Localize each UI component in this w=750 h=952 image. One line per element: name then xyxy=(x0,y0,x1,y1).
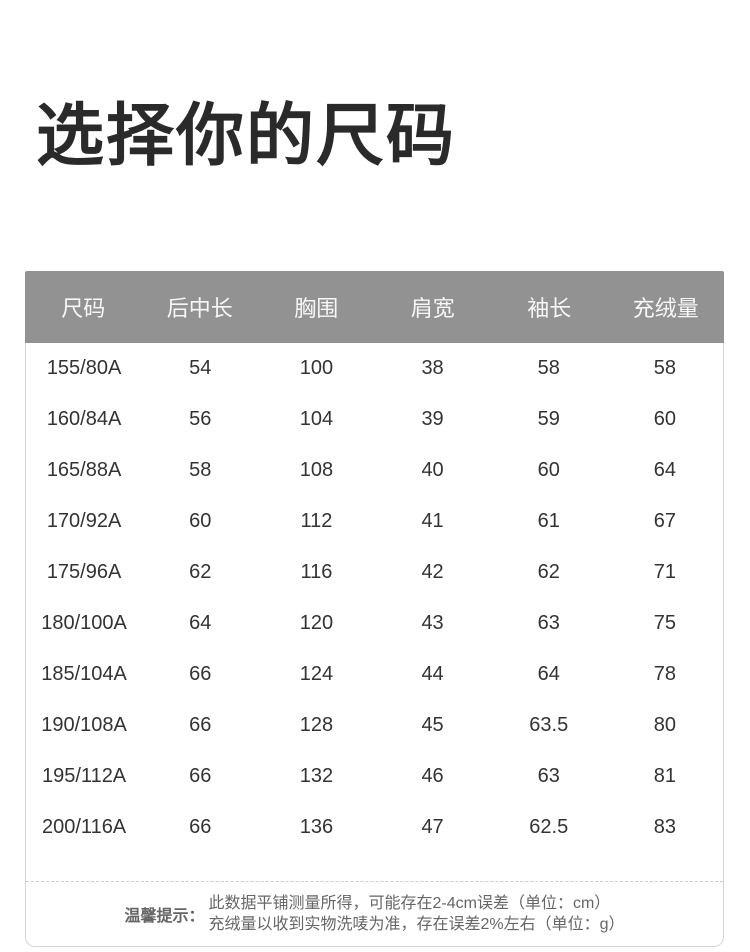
table-row: 185/104A 66 124 44 64 78 xyxy=(26,649,723,700)
cell-size: 185/104A xyxy=(41,663,127,685)
cell-down-fill: 83 xyxy=(653,816,677,838)
size-table-body: 155/80A 54 100 38 58 58 160/84A 56 104 3… xyxy=(26,343,723,881)
table-row: 165/88A 58 108 40 60 64 xyxy=(26,445,723,496)
column-header-chest: 胸围 xyxy=(294,296,339,321)
cell-shoulder: 40 xyxy=(421,459,444,481)
cell-down-fill: 80 xyxy=(653,714,677,736)
cell-shoulder: 38 xyxy=(421,357,444,379)
cell-down-fill: 60 xyxy=(653,408,677,430)
cell-chest: 112 xyxy=(300,510,333,532)
table-row: 175/96A 62 116 42 62 71 xyxy=(26,547,723,598)
cell-back: 56 xyxy=(189,408,212,430)
cell-chest: 132 xyxy=(299,765,334,787)
table-row: 160/84A 56 104 39 59 60 xyxy=(26,394,723,445)
cell-size: 190/108A xyxy=(41,714,127,736)
size-table-header-row: 尺码 后中长 胸围 肩宽 袖长 充绒量 xyxy=(25,271,724,343)
cell-shoulder: 42 xyxy=(421,561,444,583)
cell-sleeve: 64 xyxy=(537,663,560,685)
cell-down-fill: 71 xyxy=(653,561,677,583)
note-text: 此数据平铺测量所得，可能存在2-4cm误差（单位：cm） 充绒量以收到实物洗唛为… xyxy=(208,893,624,935)
cell-shoulder: 46 xyxy=(421,765,444,787)
cell-back: 62 xyxy=(189,561,212,583)
cell-sleeve: 63 xyxy=(537,765,560,787)
cell-chest: 128 xyxy=(299,714,334,736)
table-row: 155/80A 54 100 38 58 58 xyxy=(26,343,723,394)
column-header-down-fill: 充绒量 xyxy=(632,296,699,321)
cell-down-fill: 75 xyxy=(653,612,677,634)
cell-back: 60 xyxy=(189,510,212,532)
cell-shoulder: 39 xyxy=(421,408,444,430)
cell-back: 66 xyxy=(189,663,212,685)
cell-sleeve: 63.5 xyxy=(529,714,569,736)
table-row: 190/108A 66 128 45 63.5 80 xyxy=(26,700,723,751)
cell-sleeve: 63 xyxy=(537,612,560,634)
cell-size: 200/116A xyxy=(42,816,127,838)
cell-chest: 100 xyxy=(299,357,334,379)
cell-chest: 108 xyxy=(299,459,334,481)
column-header-shoulder: 肩宽 xyxy=(410,296,455,321)
cell-sleeve: 62 xyxy=(537,561,560,583)
cell-size: 170/92A xyxy=(46,510,122,532)
cell-back: 66 xyxy=(189,765,212,787)
cell-sleeve: 61 xyxy=(537,510,560,532)
cell-sleeve: 60 xyxy=(537,459,560,481)
cell-back: 58 xyxy=(189,459,212,481)
cell-back: 64 xyxy=(189,612,212,634)
cell-shoulder: 43 xyxy=(421,612,444,634)
table-row: 195/112A 66 132 46 63 81 xyxy=(26,751,723,802)
cell-chest: 136 xyxy=(299,816,334,838)
cell-shoulder: 41 xyxy=(421,510,444,532)
cell-chest: 124 xyxy=(299,663,334,685)
cell-shoulder: 45 xyxy=(421,714,444,736)
note-line-1: 此数据平铺测量所得，可能存在2-4cm误差（单位：cm） xyxy=(208,895,611,912)
note-label: 温馨提示： xyxy=(124,908,205,925)
cell-size: 175/96A xyxy=(46,561,122,583)
cell-back: 54 xyxy=(189,357,212,379)
cell-chest: 116 xyxy=(300,561,333,583)
cell-down-fill: 81 xyxy=(653,765,677,787)
cell-back: 66 xyxy=(189,816,212,838)
cell-down-fill: 78 xyxy=(653,663,677,685)
cell-sleeve: 59 xyxy=(537,408,560,430)
cell-back: 66 xyxy=(189,714,212,736)
size-table: 尺码 后中长 胸围 肩宽 袖长 充绒量 155/80A 54 100 38 58… xyxy=(25,271,724,947)
cell-down-fill: 67 xyxy=(653,510,677,532)
note-line-2: 充绒量以收到实物洗唛为准，存在误差2%左右（单位：g） xyxy=(208,916,625,933)
table-row: 170/92A 60 112 41 61 67 xyxy=(26,496,723,547)
page-title: 选择你的尺码 xyxy=(36,98,457,174)
measurement-note: 温馨提示： 此数据平铺测量所得，可能存在2-4cm误差（单位：cm） 充绒量以收… xyxy=(26,881,723,946)
cell-sleeve: 58 xyxy=(537,357,560,379)
column-header-size: 尺码 xyxy=(61,296,106,321)
cell-size: 155/80A xyxy=(46,357,122,379)
cell-size: 180/100A xyxy=(41,612,127,634)
column-header-back-length: 后中长 xyxy=(166,296,233,321)
cell-size: 160/84A xyxy=(46,408,122,430)
table-row: 200/116A 66 136 47 62.5 83 xyxy=(26,802,723,853)
cell-shoulder: 44 xyxy=(421,663,444,685)
cell-down-fill: 58 xyxy=(653,357,677,379)
cell-size: 195/112A xyxy=(42,765,127,787)
cell-size: 165/88A xyxy=(46,459,122,481)
cell-down-fill: 64 xyxy=(653,459,677,481)
column-header-sleeve: 袖长 xyxy=(527,296,572,321)
cell-sleeve: 62.5 xyxy=(529,816,569,838)
cell-chest: 120 xyxy=(299,612,334,634)
cell-shoulder: 47 xyxy=(421,816,444,838)
table-row: 180/100A 64 120 43 63 75 xyxy=(26,598,723,649)
cell-chest: 104 xyxy=(299,408,334,430)
